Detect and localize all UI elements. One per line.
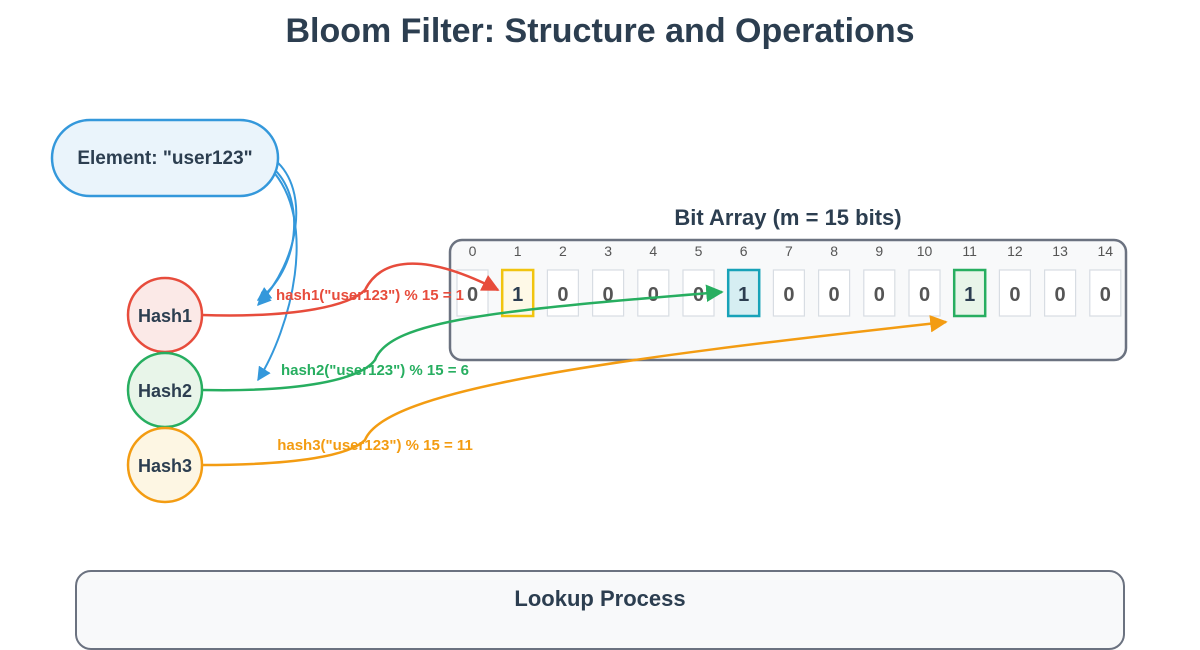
- page-title: Bloom Filter: Structure and Operations: [285, 12, 915, 50]
- bit-value: 0: [783, 284, 794, 306]
- bit-value: 0: [467, 284, 478, 306]
- bit-cell: [1089, 269, 1122, 317]
- bit-index: 2: [559, 243, 567, 259]
- bit-index: 9: [875, 243, 883, 259]
- hash-formula: hash1("user123") % 15 = 1: [276, 287, 464, 304]
- bit-cell: [637, 269, 670, 317]
- element-to-hash-link: [257, 167, 298, 382]
- bit-index: 10: [917, 243, 933, 259]
- bit-value: 1: [738, 284, 749, 306]
- lookup-title: Lookup Process: [514, 586, 686, 611]
- bit-value: 0: [919, 284, 930, 306]
- bit-array-title: Bit Array (m = 15 bits): [674, 205, 901, 230]
- hash-label: Hash3: [138, 456, 192, 476]
- element-to-hash-link: [256, 169, 295, 301]
- bit-cell: [500, 268, 535, 318]
- bit-index: 1: [514, 243, 522, 259]
- bit-value: 0: [1055, 284, 1066, 306]
- bit-cell: [908, 269, 941, 317]
- bit-cell: [591, 269, 625, 317]
- element-node: [50, 118, 280, 198]
- bit-value: 0: [648, 284, 659, 306]
- bit-cell: [546, 269, 580, 317]
- bit-index: 6: [740, 243, 748, 259]
- bit-cell: [726, 268, 761, 318]
- bit-value: 0: [1009, 284, 1020, 306]
- bit-index: 14: [1098, 243, 1114, 259]
- hash-formula: hash2("user123") % 15 = 6: [281, 362, 469, 379]
- bloom-filter-diagram: Bit Array (m = 15 bits) 0011020304051607…: [50, 118, 1128, 504]
- bit-index: 11: [962, 243, 977, 259]
- hash-label: Hash1: [138, 306, 192, 326]
- bit-value: 0: [603, 284, 614, 306]
- bit-cell: [1043, 269, 1077, 317]
- lookup-panel: Lookup Process: [75, 570, 1125, 650]
- element-label: Element: "user123": [77, 148, 252, 169]
- bit-value: 0: [829, 284, 840, 306]
- hash-label: Hash2: [138, 381, 192, 401]
- bit-index: 12: [1007, 243, 1023, 259]
- bit-cell: [952, 268, 987, 318]
- bit-index: 8: [830, 243, 838, 259]
- bit-index: 0: [469, 243, 477, 259]
- hash-formula: hash3("user123") % 15 = 11: [277, 437, 473, 454]
- bit-cell: [998, 269, 1032, 317]
- bit-index: 3: [604, 243, 612, 259]
- bit-index: 7: [785, 243, 793, 259]
- bit-index: 4: [649, 243, 657, 259]
- hash-to-bit-link: [201, 262, 500, 317]
- bit-cell: [817, 269, 851, 317]
- bit-index: 13: [1052, 243, 1068, 259]
- bit-value: 0: [1100, 284, 1111, 306]
- bit-cell: [863, 269, 896, 317]
- bit-index: 5: [695, 243, 703, 259]
- hash-to-bit-link: [201, 315, 948, 467]
- bit-cell: [772, 269, 806, 317]
- bit-value: 0: [557, 284, 568, 306]
- bit-value: 0: [874, 284, 885, 306]
- bit-value: 1: [964, 284, 975, 306]
- hash-to-bit-link: [201, 284, 724, 392]
- bit-value: 1: [512, 284, 523, 306]
